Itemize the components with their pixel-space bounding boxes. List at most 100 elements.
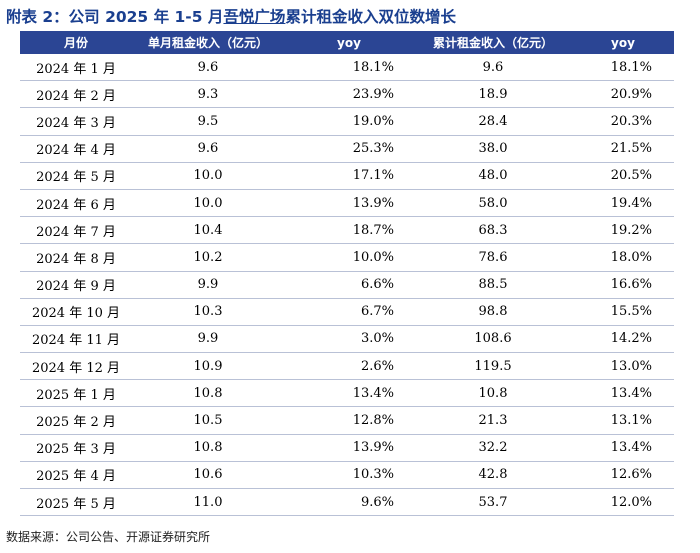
table-row: 2024 年 12 月 10.9 2.6% 119.5 13.0% xyxy=(20,352,674,381)
cell-monthly-rent: 11.0 xyxy=(132,488,284,517)
cell-cumulative-rent: 108.6 xyxy=(414,325,572,354)
cell-month: 2024 年 12 月 xyxy=(20,352,132,381)
cell-month: 2024 年 10 月 xyxy=(20,298,132,326)
cell-cumulative-yoy: 20.9% xyxy=(572,80,674,109)
table-row: 2024 年 6 月 10.0 13.9% 58.0 19.4% xyxy=(20,189,674,218)
header-month: 月份 xyxy=(20,31,132,54)
cell-monthly-rent: 9.6 xyxy=(132,135,284,163)
cell-monthly-yoy: 10.0% xyxy=(284,243,414,272)
cell-cumulative-rent: 58.0 xyxy=(414,189,572,218)
table-row: 2024 年 9 月 9.9 6.6% 88.5 16.6% xyxy=(20,271,674,299)
cell-monthly-yoy: 25.3% xyxy=(284,135,414,163)
cell-month: 2024 年 11 月 xyxy=(20,325,132,354)
cell-cumulative-yoy: 13.0% xyxy=(572,352,674,381)
cell-cumulative-rent: 21.3 xyxy=(414,406,572,435)
cell-cumulative-yoy: 13.1% xyxy=(572,406,674,435)
table-row: 2024 年 10 月 10.3 6.7% 98.8 15.5% xyxy=(20,298,674,326)
table-row: 2024 年 4 月 9.6 25.3% 38.0 21.5% xyxy=(20,135,674,163)
table-row: 2024 年 5 月 10.0 17.1% 48.0 20.5% xyxy=(20,162,674,190)
cell-month: 2024 年 7 月 xyxy=(20,216,132,245)
cell-cumulative-yoy: 15.5% xyxy=(572,298,674,326)
header-cumulative-rent: 累计租金收入（亿元） xyxy=(414,31,572,54)
table-row: 2024 年 2 月 9.3 23.9% 18.9 20.9% xyxy=(20,80,674,109)
table-row: 2025 年 3 月 10.8 13.9% 32.2 13.4% xyxy=(20,434,674,462)
header-cumulative-yoy: yoy xyxy=(572,31,674,54)
cell-month: 2024 年 5 月 xyxy=(20,162,132,190)
cell-monthly-yoy: 13.4% xyxy=(284,379,414,408)
table-title: 附表 2：公司 2025 年 1-5 月吾悦广场累计租金收入双位数增长 xyxy=(6,6,696,28)
header-monthly-yoy: yoy xyxy=(284,31,414,54)
cell-month: 2024 年 2 月 xyxy=(20,80,132,109)
cell-monthly-yoy: 6.7% xyxy=(284,298,414,326)
cell-cumulative-yoy: 13.4% xyxy=(572,434,674,462)
table-header-row: 月份 单月租金收入（亿元） yoy 累计租金收入（亿元） yoy xyxy=(20,31,674,54)
cell-cumulative-yoy: 21.5% xyxy=(572,135,674,163)
cell-monthly-rent: 9.6 xyxy=(132,54,284,82)
cell-cumulative-yoy: 14.2% xyxy=(572,325,674,354)
cell-cumulative-yoy: 13.4% xyxy=(572,379,674,408)
cell-monthly-yoy: 12.8% xyxy=(284,406,414,435)
cell-monthly-yoy: 2.6% xyxy=(284,352,414,381)
title-underlined: 吾悦广场 xyxy=(223,8,286,26)
cell-cumulative-rent: 68.3 xyxy=(414,216,572,245)
header-monthly-rent: 单月租金收入（亿元） xyxy=(132,31,284,54)
title-main: 附表 2：公司 2025 年 1-5 月 xyxy=(6,8,224,26)
title-tail: 累计租金收入双位数增长 xyxy=(285,8,456,26)
cell-cumulative-rent: 119.5 xyxy=(414,352,572,381)
cell-monthly-rent: 9.3 xyxy=(132,80,284,109)
cell-cumulative-yoy: 20.5% xyxy=(572,162,674,190)
cell-monthly-rent: 10.5 xyxy=(132,406,284,435)
cell-monthly-yoy: 10.3% xyxy=(284,461,414,490)
cell-monthly-yoy: 9.6% xyxy=(284,488,414,517)
table-row: 2024 年 1 月 9.6 18.1% 9.6 18.1% xyxy=(20,54,674,82)
cell-monthly-rent: 10.4 xyxy=(132,216,284,245)
cell-monthly-rent: 10.6 xyxy=(132,461,284,490)
cell-monthly-yoy: 13.9% xyxy=(284,434,414,462)
cell-monthly-yoy: 23.9% xyxy=(284,80,414,109)
cell-cumulative-rent: 42.8 xyxy=(414,461,572,490)
cell-monthly-rent: 9.9 xyxy=(132,325,284,354)
cell-cumulative-yoy: 16.6% xyxy=(572,271,674,299)
cell-month: 2025 年 3 月 xyxy=(20,434,132,462)
cell-month: 2025 年 4 月 xyxy=(20,461,132,490)
cell-cumulative-yoy: 12.0% xyxy=(572,488,674,517)
cell-monthly-rent: 10.8 xyxy=(132,434,284,462)
cell-month: 2024 年 8 月 xyxy=(20,243,132,272)
cell-month: 2025 年 5 月 xyxy=(20,488,132,517)
cell-monthly-yoy: 19.0% xyxy=(284,107,414,136)
cell-cumulative-rent: 88.5 xyxy=(414,271,572,299)
cell-month: 2024 年 6 月 xyxy=(20,189,132,218)
cell-cumulative-rent: 18.9 xyxy=(414,80,572,109)
cell-monthly-rent: 9.5 xyxy=(132,107,284,136)
cell-monthly-rent: 10.9 xyxy=(132,352,284,381)
cell-cumulative-rent: 38.0 xyxy=(414,135,572,163)
table-row: 2024 年 11 月 9.9 3.0% 108.6 14.2% xyxy=(20,325,674,354)
table-row: 2025 年 1 月 10.8 13.4% 10.8 13.4% xyxy=(20,379,674,408)
cell-month: 2025 年 2 月 xyxy=(20,406,132,435)
cell-cumulative-yoy: 18.0% xyxy=(572,243,674,272)
cell-monthly-yoy: 18.1% xyxy=(284,54,414,82)
cell-month: 2024 年 1 月 xyxy=(20,54,132,82)
cell-month: 2024 年 9 月 xyxy=(20,271,132,299)
cell-monthly-yoy: 13.9% xyxy=(284,189,414,218)
cell-monthly-yoy: 3.0% xyxy=(284,325,414,354)
cell-cumulative-rent: 48.0 xyxy=(414,162,572,190)
cell-monthly-rent: 10.8 xyxy=(132,379,284,408)
cell-monthly-rent: 10.0 xyxy=(132,162,284,190)
cell-cumulative-rent: 28.4 xyxy=(414,107,572,136)
table-row: 2024 年 7 月 10.4 18.7% 68.3 19.2% xyxy=(20,216,674,245)
cell-month: 2024 年 3 月 xyxy=(20,107,132,136)
cell-cumulative-yoy: 12.6% xyxy=(572,461,674,490)
cell-monthly-yoy: 17.1% xyxy=(284,162,414,190)
cell-monthly-rent: 10.3 xyxy=(132,298,284,326)
rent-income-table: 月份 单月租金收入（亿元） yoy 累计租金收入（亿元） yoy 2024 年 … xyxy=(20,31,674,517)
table-row: 2025 年 2 月 10.5 12.8% 21.3 13.1% xyxy=(20,406,674,435)
cell-cumulative-rent: 98.8 xyxy=(414,298,572,326)
table-row: 2024 年 8 月 10.2 10.0% 78.6 18.0% xyxy=(20,243,674,272)
cell-monthly-rent: 10.2 xyxy=(132,243,284,272)
cell-cumulative-yoy: 19.4% xyxy=(572,189,674,218)
cell-cumulative-rent: 32.2 xyxy=(414,434,572,462)
cell-cumulative-yoy: 20.3% xyxy=(572,107,674,136)
table-row: 2024 年 3 月 9.5 19.0% 28.4 20.3% xyxy=(20,107,674,136)
cell-month: 2024 年 4 月 xyxy=(20,135,132,163)
